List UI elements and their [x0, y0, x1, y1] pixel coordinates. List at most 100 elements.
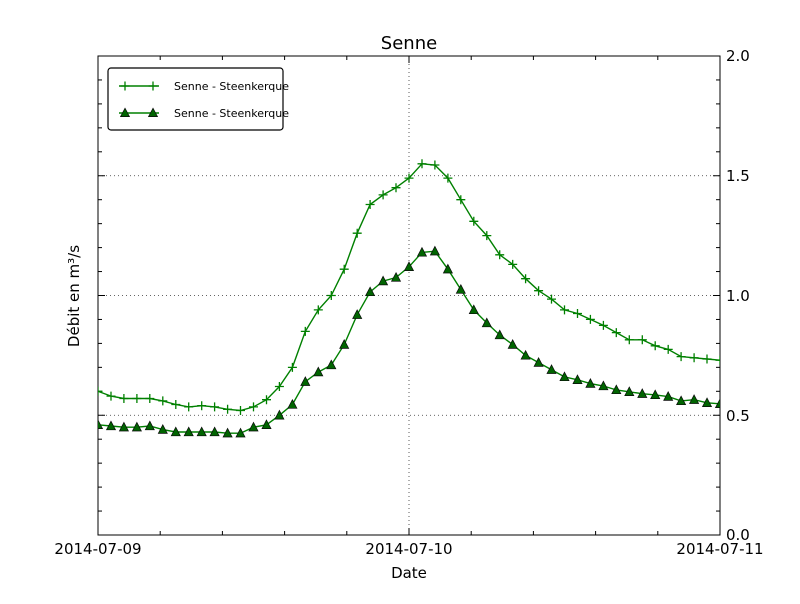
data-point-marker: [482, 231, 492, 241]
data-point-marker: [249, 402, 258, 412]
data-point-marker: [261, 419, 272, 429]
data-point-marker: [326, 359, 337, 370]
data-point-marker: [223, 404, 233, 414]
data-point-marker: [313, 366, 324, 377]
data-point-marker: [326, 291, 336, 300]
data-point-marker: [236, 406, 245, 415]
data-point-marker: [559, 371, 570, 382]
data-point-marker: [390, 271, 402, 282]
plus-icon: [120, 81, 130, 91]
series-line-1: [98, 250, 720, 434]
data-point-marker: [663, 344, 673, 354]
data-point-marker: [417, 159, 427, 169]
data-point-marker: [442, 263, 453, 274]
data-point-marker: [611, 328, 621, 338]
data-point-marker: [132, 394, 142, 403]
data-point-marker: [404, 173, 414, 183]
data-point-marker: [598, 380, 609, 391]
data-point-marker: [274, 382, 284, 391]
plus-icon: [148, 81, 158, 91]
data-point-marker: [507, 339, 518, 349]
data-point-marker: [106, 391, 116, 401]
series-layer: [98, 159, 720, 438]
data-point-marker: [611, 384, 622, 395]
data-point-marker: [222, 427, 233, 438]
data-point-marker: [650, 389, 661, 400]
data-point-marker: [365, 286, 376, 297]
data-point-marker: [663, 391, 674, 401]
data-point-marker: [235, 427, 246, 438]
data-point-marker: [157, 424, 168, 434]
data-point-marker: [403, 261, 415, 271]
data-point-marker: [624, 335, 634, 345]
data-point-marker: [508, 259, 518, 269]
data-point-marker: [689, 353, 699, 363]
legend-entry: Senne - Steenkerque: [119, 80, 289, 93]
data-point-marker: [170, 426, 181, 437]
data-point-marker: [715, 355, 720, 365]
data-point-marker: [339, 264, 349, 274]
data-point-marker: [468, 304, 479, 315]
data-point-marker: [714, 398, 720, 408]
data-point-marker: [429, 245, 440, 256]
data-point-marker: [105, 420, 117, 431]
data-point-marker: [637, 335, 647, 345]
data-point-marker: [131, 421, 142, 432]
data-point-marker: [391, 183, 401, 193]
data-point-marker: [676, 352, 686, 362]
x-tick-label: 2014-07-11: [676, 540, 763, 558]
data-point-marker: [98, 419, 104, 429]
chart-title: Senne: [381, 33, 437, 54]
data-point-marker: [183, 426, 194, 437]
data-point-marker: [144, 420, 155, 431]
triangle-icon: [119, 107, 131, 117]
x-tick-label: 2014-07-09: [54, 540, 141, 558]
data-point-marker: [184, 402, 194, 412]
y-tick-label: 1.5: [726, 167, 750, 185]
data-point-marker: [547, 294, 556, 304]
y-tick-label: 1.0: [726, 287, 750, 305]
data-point-marker: [585, 314, 595, 324]
data-point-marker: [262, 395, 271, 405]
data-point-marker: [456, 195, 466, 205]
data-point-marker: [560, 305, 569, 315]
data-point-marker: [287, 362, 297, 372]
data-point-marker: [494, 329, 505, 340]
data-point-marker: [171, 400, 181, 409]
data-point-marker: [339, 339, 350, 349]
legend: Senne - Steenkerque Senne - Steenkerque: [107, 67, 289, 131]
triangle-icon: [147, 107, 159, 117]
data-point-marker: [481, 317, 492, 328]
data-point-marker: [546, 364, 557, 374]
data-point-marker: [585, 378, 596, 388]
data-point-marker: [430, 160, 440, 170]
data-point-marker: [378, 190, 388, 200]
legend-label: Senne - Steenkerque: [174, 107, 289, 120]
data-point-marker: [495, 250, 505, 260]
data-point-marker: [469, 216, 479, 226]
data-point-marker: [196, 426, 207, 437]
data-point-marker: [158, 396, 168, 406]
data-point-marker: [352, 228, 362, 238]
data-point-marker: [300, 326, 310, 336]
data-point-marker: [521, 274, 531, 284]
legend-entry: Senne - Steenkerque: [119, 107, 289, 120]
x-axis-label: Date: [391, 564, 427, 582]
data-point-marker: [378, 275, 389, 286]
data-point-marker: [274, 409, 285, 420]
data-point-marker: [520, 349, 531, 360]
data-point-marker: [455, 283, 466, 294]
data-point-marker: [300, 376, 311, 386]
data-point-marker: [572, 374, 583, 384]
data-point-marker: [689, 394, 700, 404]
y-tick-label: 0.0: [726, 526, 750, 544]
data-point-marker: [533, 357, 544, 367]
data-point-marker: [210, 402, 220, 412]
legend-label: Senne - Steenkerque: [174, 80, 289, 93]
data-point-marker: [352, 309, 363, 319]
data-point-marker: [197, 401, 207, 411]
data-point-marker: [443, 173, 453, 183]
data-point-marker: [598, 320, 608, 330]
